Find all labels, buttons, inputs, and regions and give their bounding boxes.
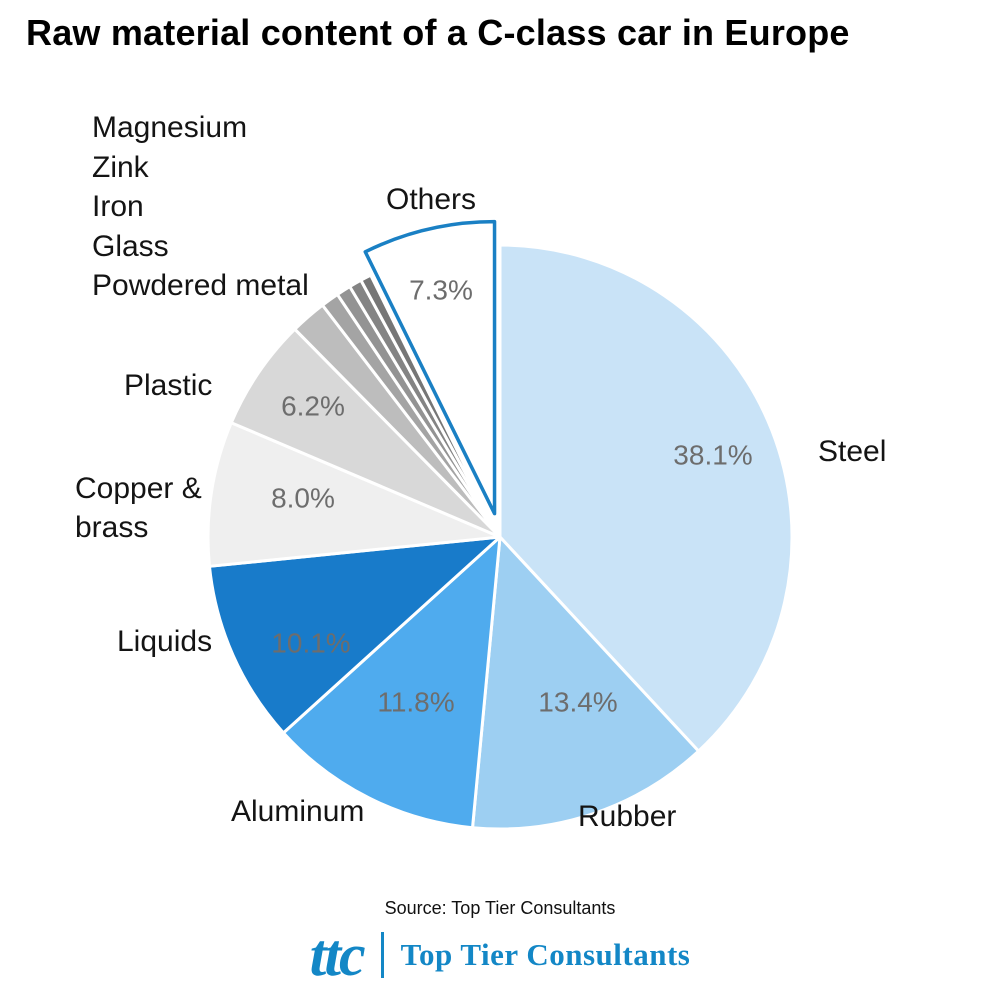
percent-label-aluminum: 11.8% [377, 687, 454, 718]
pie-slice-copper-brass [206, 421, 502, 568]
label-magnesium: Magnesium [92, 111, 248, 144]
pie-slice-rubber [471, 535, 701, 831]
percent-label-others: 7.3% [409, 275, 473, 306]
ttc-logo-icon: ttc [309, 922, 366, 983]
percent-label-plastic: 6.2% [281, 391, 345, 422]
percent-label-steel: 38.1% [673, 440, 752, 471]
pie-slice-aluminum [281, 535, 502, 830]
logo: ttc Top Tier Consultants [0, 925, 1000, 983]
label-plastic: Plastic [124, 369, 213, 402]
small-materials-labels: Magnesium Zink Iron Glass Powdered metal [92, 108, 309, 306]
label-rubber: Rubber [578, 800, 677, 833]
label-copper-brass: Copper & brass [75, 472, 202, 544]
percent-label-rubber: 13.4% [538, 687, 617, 718]
chart-title: Raw material content of a C-class car in… [26, 12, 850, 53]
logo-divider [380, 932, 384, 978]
label-liquids: Liquids [117, 625, 213, 658]
percent-label-copper-brass: 8.0% [271, 483, 335, 514]
source-note: Source: Top Tier Consultants [384, 898, 616, 918]
pie-slice-magnesium [359, 273, 502, 539]
label-zink: Zink [92, 150, 149, 184]
label-aluminum: Aluminum [231, 795, 365, 828]
label-steel: Steel [818, 435, 887, 468]
label-glass: Glass [92, 229, 169, 263]
label-powdered-metal: Powdered metal [92, 269, 309, 302]
logo-company-name: Top Tier Consultants [400, 937, 691, 972]
label-iron: Iron [92, 190, 144, 223]
pie-slice-liquids [207, 535, 502, 735]
pie-slice-others [363, 219, 497, 516]
pie-slice-steel [498, 243, 794, 753]
percent-label-liquids: 10.1% [271, 628, 350, 659]
label-others: Others [386, 183, 477, 216]
